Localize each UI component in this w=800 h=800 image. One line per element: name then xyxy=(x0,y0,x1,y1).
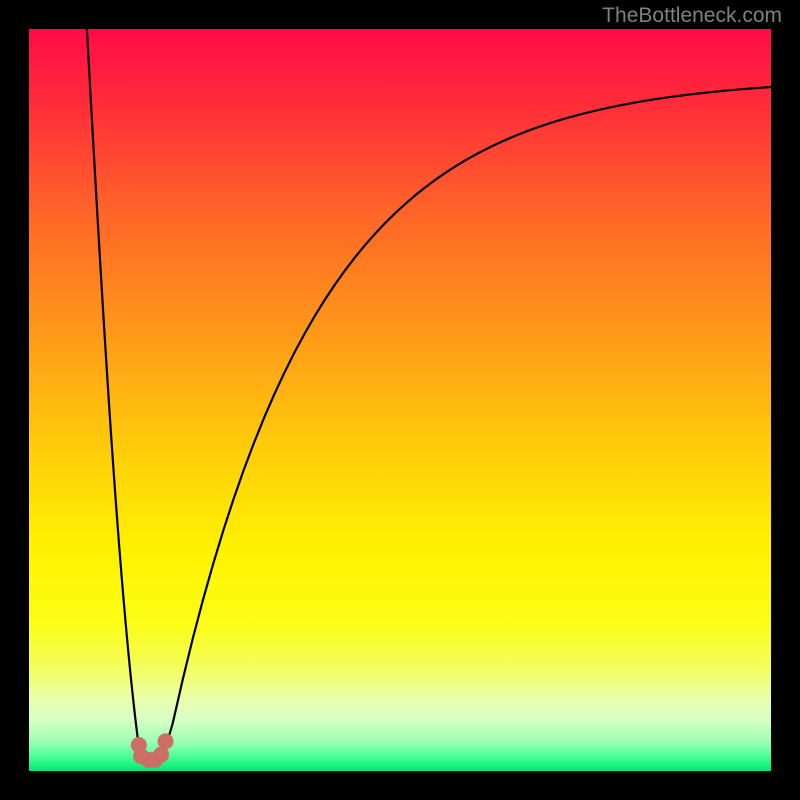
gradient-background xyxy=(29,29,771,771)
chart-container: TheBottleneck.com xyxy=(0,0,800,800)
plot-svg xyxy=(29,29,771,771)
watermark-text: TheBottleneck.com xyxy=(602,4,782,28)
marker-dot xyxy=(158,733,174,749)
plot-area xyxy=(29,29,771,771)
